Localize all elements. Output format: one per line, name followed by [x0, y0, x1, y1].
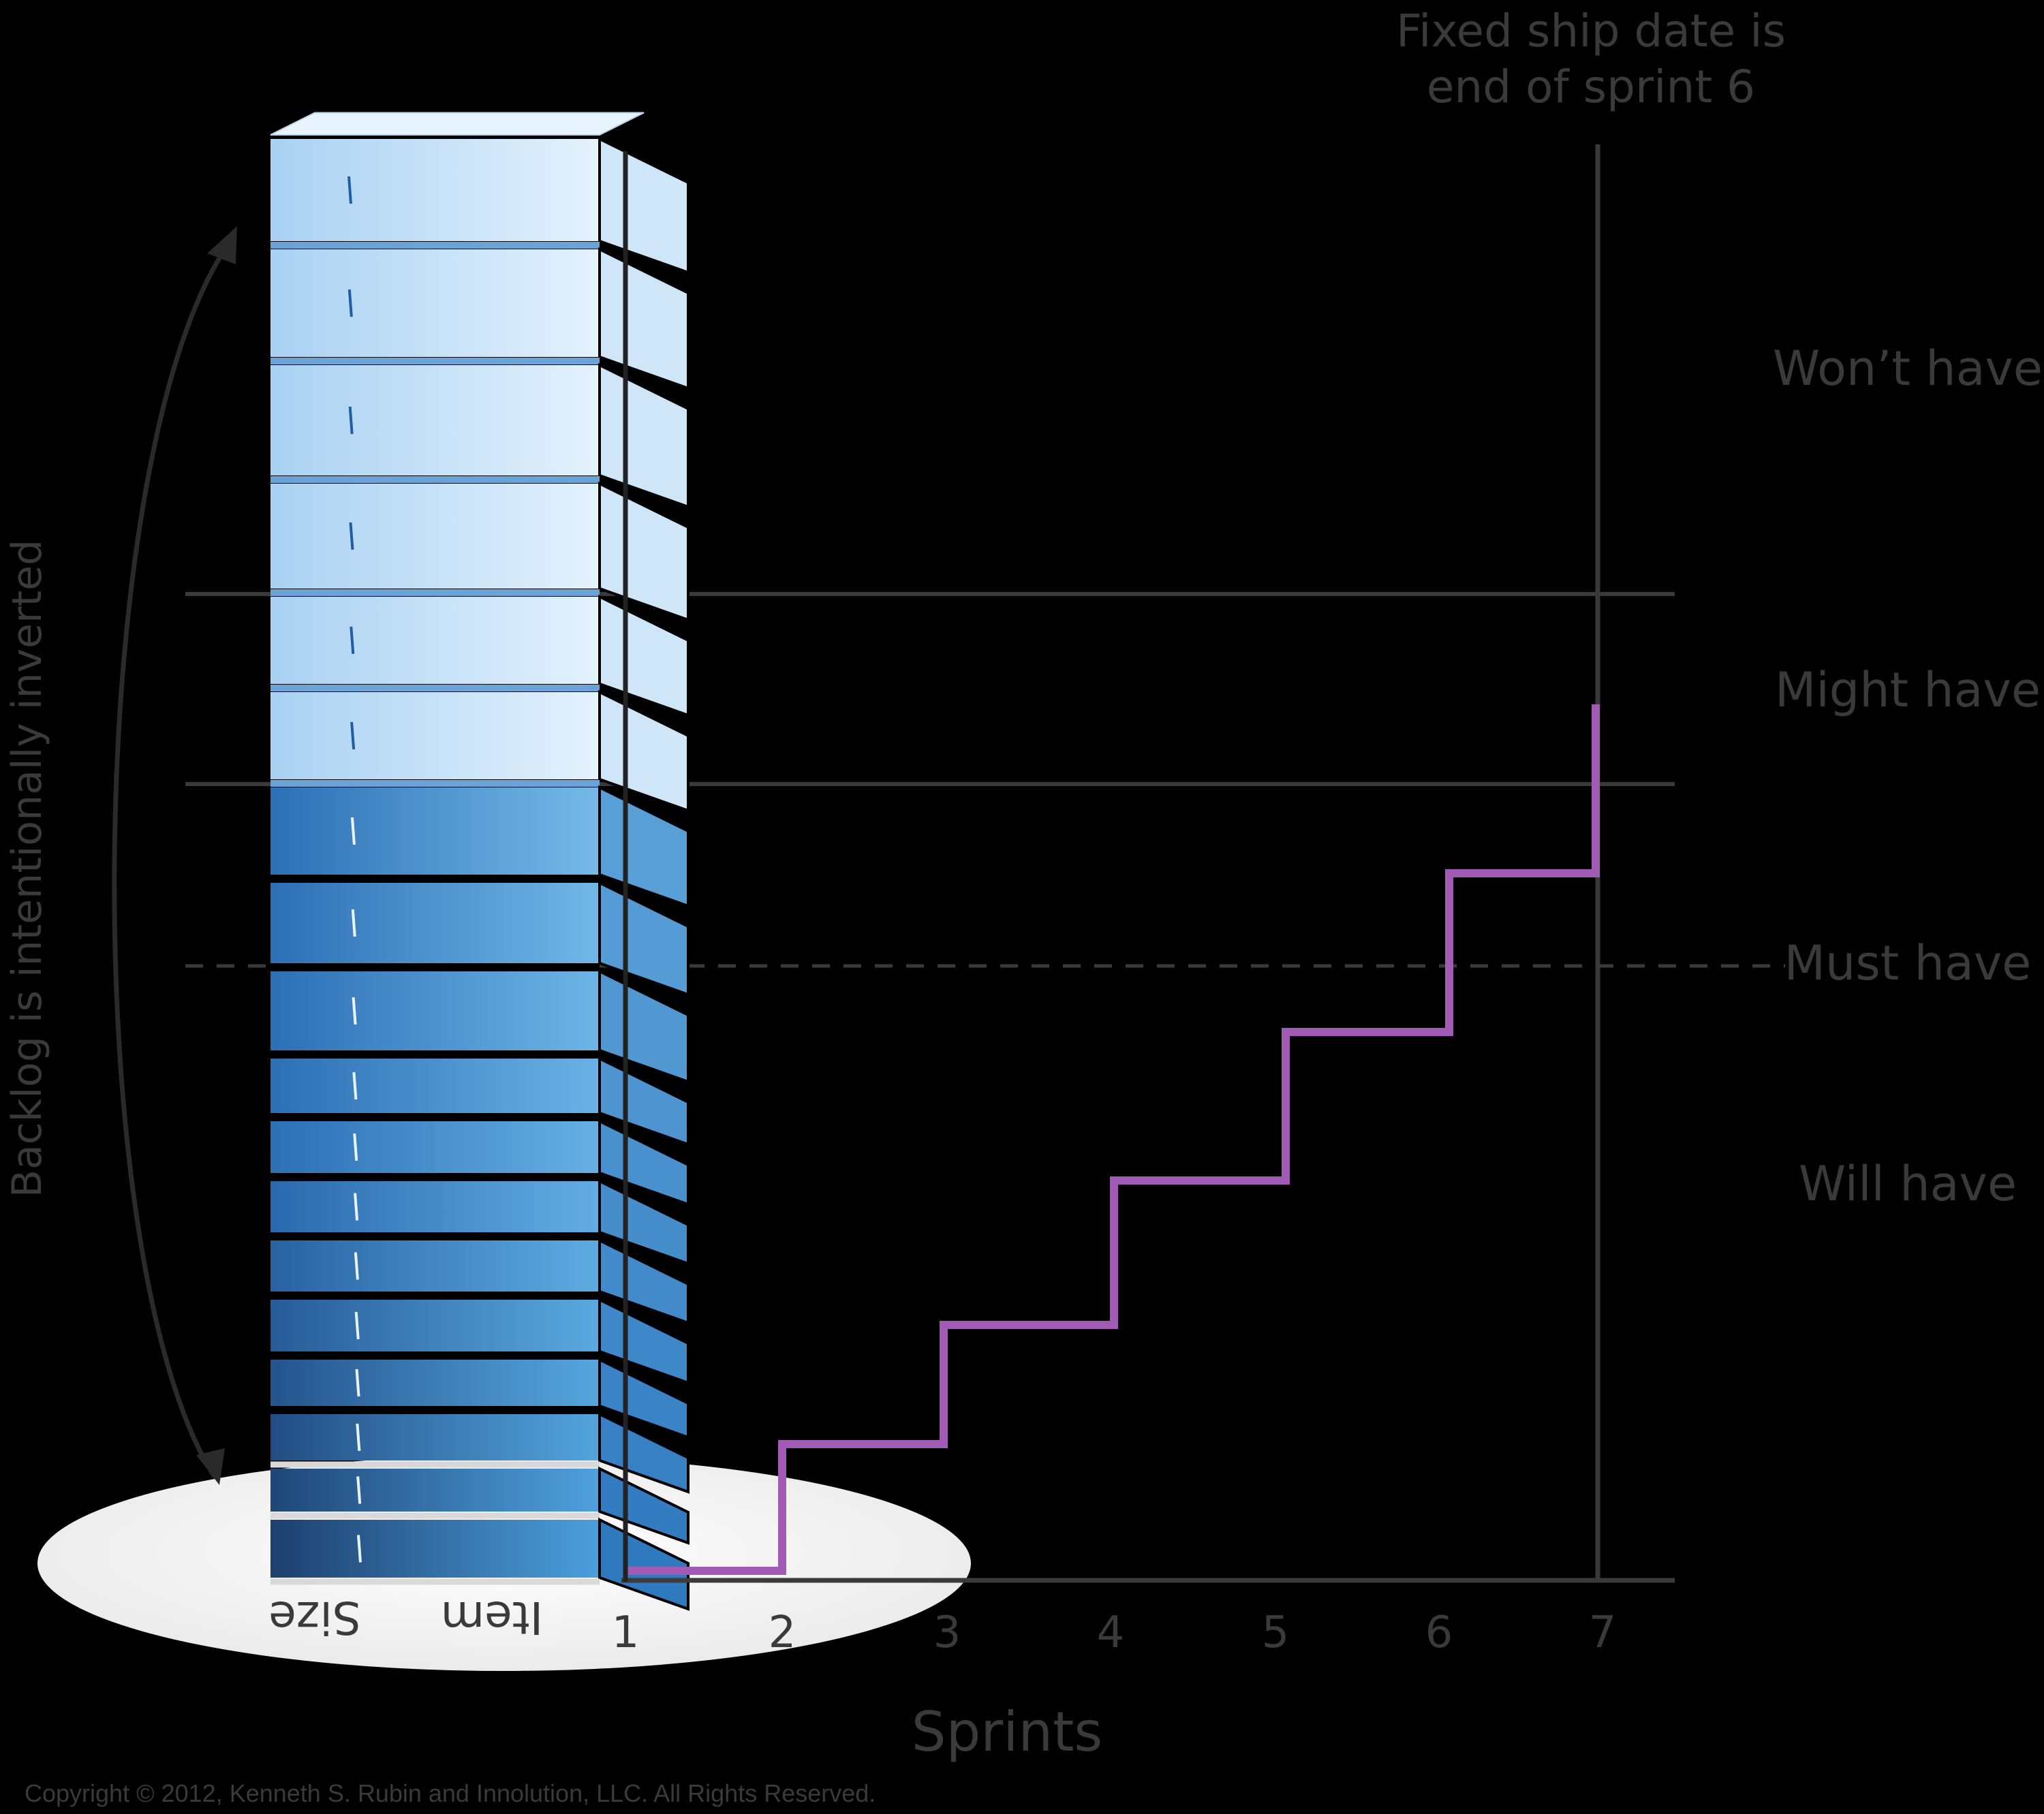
- backlog-size-tick: [350, 626, 355, 655]
- backlog-item-side: [598, 689, 690, 813]
- backlog-item-block: [270, 1414, 600, 1460]
- backlog-item-block: [270, 365, 600, 475]
- backlog-item-block: [270, 883, 600, 963]
- backlog-item-side: [598, 247, 690, 390]
- backlog-size-tick: [351, 909, 356, 937]
- backlog-size-tick: [354, 1311, 360, 1340]
- backlog-item-side: [598, 1238, 690, 1325]
- backlog-item-block: [270, 971, 600, 1050]
- backlog-size-tick: [350, 721, 356, 750]
- backlog-item-side: [598, 481, 690, 622]
- zone-label-must-have: Must have: [1784, 935, 2032, 991]
- backlog-item-block: [270, 1121, 600, 1173]
- backlog-item-side: [598, 1357, 690, 1439]
- backlog-size-tick: [352, 1072, 358, 1100]
- backlog-item-side: [598, 1056, 690, 1146]
- copyright-notice: Copyright © 2012, Kenneth S. Rubin and I…: [25, 1779, 876, 1807]
- backlog-size-tick: [347, 176, 352, 204]
- backlog-item-block: [270, 139, 600, 241]
- backlog-size-tick: [354, 1193, 359, 1221]
- sprint-tick-labels: 1 2 3 4 5 6 7: [612, 1608, 1617, 1658]
- ship-date-annotation-line1: Fixed ship date is: [1396, 5, 1786, 57]
- backlog-item-side: [598, 880, 690, 997]
- backlog-item-side: [598, 1411, 690, 1494]
- backlog-item-block: [270, 1520, 600, 1578]
- sprints-axis-title: Sprints: [912, 1700, 1102, 1764]
- backlog-size-tick: [349, 522, 354, 550]
- backlog-item-side: [598, 1297, 690, 1385]
- inversion-arrow: [112, 238, 234, 1478]
- backlog-stack: [270, 112, 690, 1611]
- backlog-item-block: [270, 1059, 600, 1113]
- backlog-item-side: [598, 362, 690, 509]
- backlog-item-block: [270, 1360, 600, 1406]
- backlog-item-block: [270, 249, 600, 357]
- backlog-size-tick: [356, 1476, 362, 1504]
- sprint-tick-label: 1: [612, 1608, 640, 1658]
- backlog-item-side: [598, 1517, 690, 1611]
- backlog-item-block: [270, 1300, 600, 1351]
- backlog-size-tick: [357, 1535, 362, 1563]
- ship-date-annotation-line2: end of sprint 6: [1427, 61, 1755, 113]
- sprint-tick-label: 4: [1097, 1608, 1125, 1658]
- backlog-size-tick: [348, 406, 354, 435]
- backlog-item-block: [270, 787, 600, 875]
- backlog-item-side: [598, 1178, 690, 1266]
- inversion-arrow-head-bottom-icon: [196, 1448, 225, 1485]
- backlog-size-tick: [354, 1252, 359, 1280]
- sprint-tick-label: 7: [1589, 1608, 1617, 1658]
- backlog-size-tick: [350, 817, 356, 845]
- backlog-item-side: [598, 136, 690, 275]
- sprint-tick-label: 3: [933, 1608, 961, 1658]
- zone-label-will-have: Will have: [1799, 1156, 2017, 1212]
- backlog-top-face: [270, 112, 645, 136]
- backlog-item-block: [270, 1469, 600, 1512]
- sprint-tick-label: 6: [1425, 1608, 1453, 1658]
- backlog-item-side: [598, 594, 690, 717]
- sprint-tick-label: 5: [1262, 1608, 1290, 1658]
- burnup-staircase-line: [623, 704, 1600, 1575]
- backlog-item-side: [598, 785, 690, 908]
- zone-label-wont-have: Won’t have: [1773, 341, 2043, 396]
- item-column-label: Item: [441, 1591, 543, 1644]
- zone-label-might-have: Might have: [1775, 662, 2041, 718]
- backlog-size-tick: [353, 1133, 358, 1161]
- backlog-size-tick: [347, 289, 353, 317]
- backlog-item-block: [270, 1240, 600, 1292]
- backlog-item-side: [598, 1119, 690, 1206]
- backlog-size-tick: [356, 1423, 361, 1452]
- backlog-item-block: [270, 1181, 600, 1232]
- backlog-item-block: [270, 484, 600, 589]
- size-column-label: Size: [268, 1591, 360, 1644]
- backlog-item-side: [598, 969, 690, 1084]
- backlog-item-side: [598, 1466, 690, 1545]
- backlog-item-block: [270, 597, 600, 684]
- backlog-size-tick: [355, 1369, 360, 1397]
- backlog-item-block: [270, 692, 600, 779]
- backlog-inverted-note: Backlog is intentionally inverted: [3, 539, 51, 1198]
- inversion-arrow-head-top-icon: [207, 226, 237, 264]
- sprint-tick-label: 2: [769, 1608, 796, 1658]
- backlog-size-tick: [352, 997, 357, 1025]
